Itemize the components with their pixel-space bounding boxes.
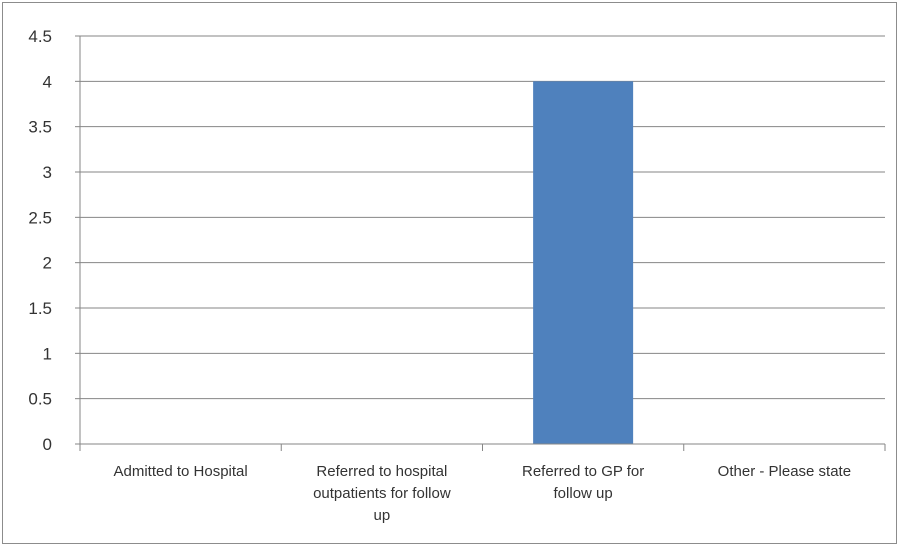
y-tick-label: 3 [43,163,52,182]
bar [533,81,634,444]
y-tick-label: 4.5 [28,27,52,46]
y-tick-label: 3.5 [28,118,52,137]
y-tick-label: 0 [43,435,52,454]
y-tick-label: 2.5 [28,208,52,227]
y-tick-label: 1 [43,344,52,363]
y-tick-label: 0.5 [28,390,52,409]
x-tick-label: Other - Please state [718,463,851,480]
x-tick-label: follow up [554,485,613,502]
y-tick-label: 4 [43,72,52,91]
x-tick-label: outpatients for follow [313,485,451,502]
y-tick-label: 2 [43,254,52,273]
x-tick-label: Referred to GP for [522,463,644,480]
x-tick-label: up [374,507,391,524]
y-tick-label: 1.5 [28,299,52,318]
x-tick-label: Admitted to Hospital [114,463,248,480]
x-tick-label: Referred to hospital [316,463,447,480]
